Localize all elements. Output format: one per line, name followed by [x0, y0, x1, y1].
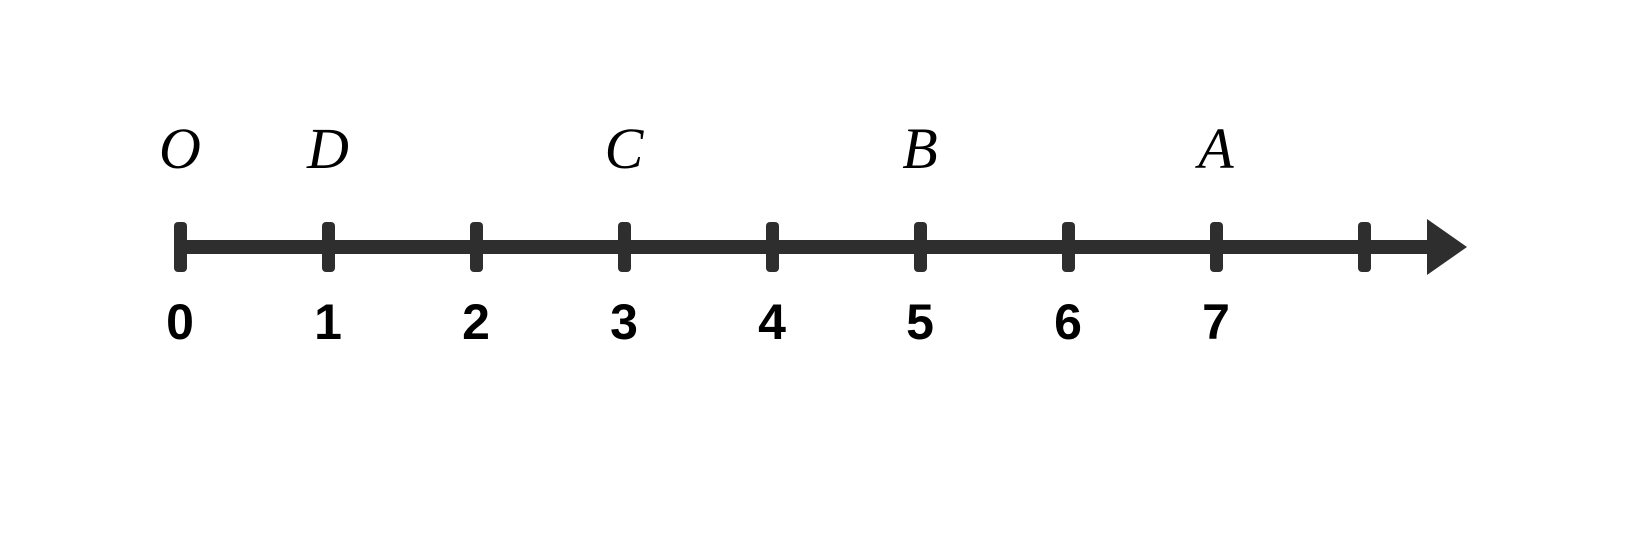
- tick-5: [914, 222, 927, 272]
- tick-7: [1210, 222, 1223, 272]
- tick-label-7: 7: [1202, 293, 1230, 351]
- tick-label-3: 3: [610, 293, 638, 351]
- tick-4: [766, 222, 779, 272]
- tick-label-0: 0: [166, 293, 194, 351]
- tick-label-5: 5: [906, 293, 934, 351]
- tick-label-4: 4: [758, 293, 786, 351]
- point-label-D: D: [307, 115, 349, 182]
- tick-label-6: 6: [1054, 293, 1082, 351]
- tick-3: [618, 222, 631, 272]
- tick-8: [1358, 222, 1371, 272]
- point-label-B: B: [902, 115, 937, 182]
- arrow-head: [1427, 219, 1467, 275]
- point-label-A: A: [1198, 115, 1233, 182]
- point-label-O: O: [159, 115, 201, 182]
- tick-0: [174, 222, 187, 272]
- tick-label-2: 2: [462, 293, 490, 351]
- tick-6: [1062, 222, 1075, 272]
- number-line-diagram: 0 1 2 3 4 5 6 7 O D C B A: [0, 0, 1636, 540]
- tick-1: [322, 222, 335, 272]
- axis-line: [174, 240, 1432, 254]
- tick-2: [470, 222, 483, 272]
- point-label-C: C: [605, 115, 644, 182]
- tick-label-1: 1: [314, 293, 342, 351]
